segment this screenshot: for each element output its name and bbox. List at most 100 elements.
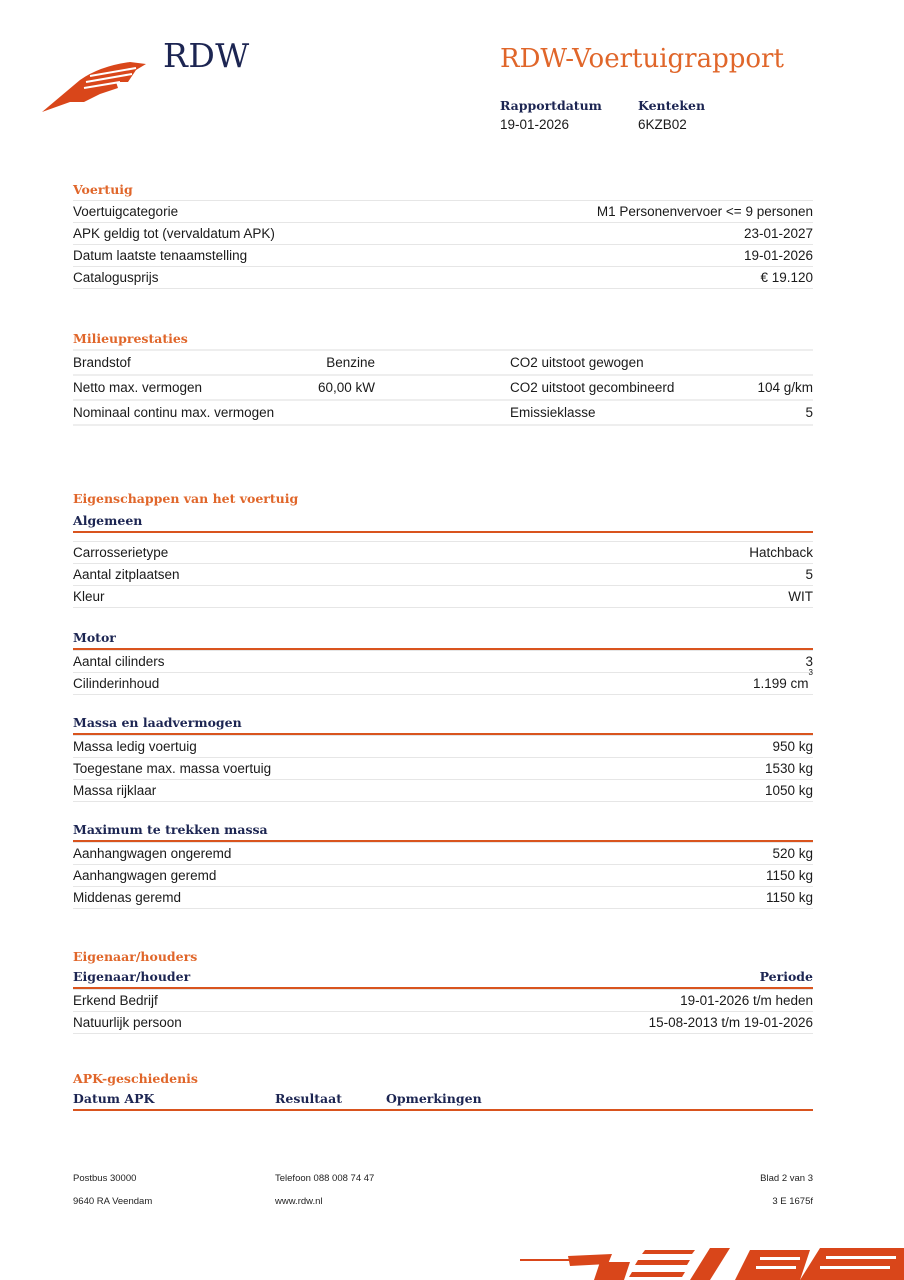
group-motor: Motor Aantal cilinders 3 Cilinderinhoud 1.19… [73,628,813,695]
section-title: Eigenschappen van het voertuig [73,491,299,506]
row-label: APK geldig tot (vervaldatum APK) [73,226,275,241]
row-label: Erkend Bedrijf [73,993,158,1008]
footer-address2: 9640 RA Veendam [73,1196,153,1207]
row-label: Aantal zitplaatsen [73,567,180,582]
row-value: Benzine [326,355,375,370]
row-label-2: CO2 uitstoot gewogen [510,355,644,370]
row-value: 1050 kg [764,783,813,798]
row-label: Brandstof [73,355,131,370]
group-title: Maximum te trekken massa [73,820,813,842]
rdw-logo-icon [42,62,146,112]
section-voertuig: Voertuig Voertuigcategorie M1 Personenver… [73,180,813,289]
apk-table-header: Datum APK Resultaat Opmerkingen [73,1089,813,1111]
group-trekken: Maximum te trekken massa Aanhangwagen ong… [73,820,813,909]
table-row: Nominaal continu max. vermogen Emissiekla… [73,399,813,426]
row-label: Kleur [73,589,105,604]
row-label: Natuurlijk persoon [73,1015,182,1030]
row-label: Aantal cilinders [73,654,165,669]
section-milieuprestaties: Milieuprestaties Brandstof Benzine CO2 uit… [73,329,813,426]
row-value-2: 104 g/km [757,380,813,395]
row-label: Massa ledig voertuig [73,739,197,754]
voertuig-table: Voertuigcategorie M1 Personenvervoer <= 9… [73,200,813,289]
row-value: 950 kg [772,739,813,754]
group-algemeen: Algemeen Carrosserietype Hatchback Aantal z… [73,511,813,608]
plate-label: Kenteken [638,98,706,113]
row-label-2: Emissieklasse [510,405,596,420]
group-table: Aanhangwagen ongeremd 520 kg Aanhangwagen … [73,842,813,909]
row-value: M1 Personenvervoer <= 9 personen [596,204,813,219]
group-title: Motor [73,628,813,650]
report-date: 19-01-2026 [500,117,570,132]
section-title: APK-geschiedenis [73,1071,198,1086]
table-row: Toegestane max. massa voertuig 1530 kg [73,757,813,779]
table-row: Kleur WIT [73,585,813,608]
unit-superscript: 3 [808,668,813,677]
table-row: Aantal zitplaatsen 5 [73,563,813,585]
group-massa: Massa en laadvermogen Massa ledig voertui… [73,713,813,802]
footer-page: Blad 2 van 3 [760,1173,813,1184]
section-eigenschappen: Eigenschappen van het voertuig [73,489,813,509]
table-row: Erkend Bedrijf 19-01-2026 t/m heden [73,989,813,1011]
row-label: Voertuigcategorie [73,204,179,219]
footer-phone: Telefoon 088 008 74 47 [275,1173,375,1184]
row-value: € 19.120 [760,270,813,285]
plate-number: 6KZB02 [638,117,687,132]
table-row: Voertuigcategorie M1 Personenvervoer <= 9… [73,200,813,222]
col-resultaat: Resultaat [275,1091,342,1106]
row-value: WIT [788,589,813,604]
row-value: 1150 kg [765,868,813,883]
row-label: Aanhangwagen ongeremd [73,846,232,861]
row-value: 15-08-2013 t/m 19-01-2026 [648,1015,813,1030]
row-value: 1530 kg [764,761,813,776]
table-row: Aantal cilinders 3 [73,650,813,672]
table-row: Cilinderinhoud 1.199 cm 3 [73,668,813,695]
owner-table: Erkend Bedrijf 19-01-2026 t/m heden Natuur… [73,989,813,1034]
milieu-table: Brandstof Benzine CO2 uitstoot gewogen Nett… [73,349,813,426]
table-row: APK geldig tot (vervaldatum APK) 23-01-20… [73,222,813,244]
report-date-block: Rapportdatum 19-01-2026 [500,98,602,132]
col-datum: Datum APK [73,1091,155,1106]
row-value-2: 5 [805,405,813,420]
table-row: Carrosserietype Hatchback [73,541,813,563]
group-table: Aantal cilinders 3 Cilinderinhoud 1.199 cm 3 [73,650,813,695]
logo-text: RDW [163,36,250,75]
table-row: Catalogusprijs € 19.120 [73,266,813,289]
footer-address1: Postbus 30000 [73,1173,137,1184]
row-value: 3 [805,654,813,669]
table-row: Middenas geremd 1150 kg [73,886,813,909]
row-value: 60,00 kW [317,380,375,395]
footer-stripes-graphic-icon [520,1248,904,1280]
group-table: Carrosserietype Hatchback Aantal zitplaats… [73,541,813,608]
section-eigenaren: Eigenaar/houders Eigenaar/houder Periode… [73,947,813,1034]
col-period: Periode [759,969,813,984]
row-label: Cilinderinhoud [73,676,160,691]
section-title: Voertuig [73,182,133,197]
table-row: Massa rijklaar 1050 kg [73,779,813,802]
row-label: Netto max. vermogen [73,380,203,395]
row-value: 19-01-2026 [743,248,813,263]
row-value: 1.199 cm [753,676,809,691]
group-title: Algemeen [73,511,813,533]
group-title: Massa en laadvermogen [73,713,813,735]
row-label-2: CO2 uitstoot gecombineerd [510,380,675,395]
report-date-label: Rapportdatum [500,98,602,113]
row-label: Middenas geremd [73,890,182,905]
row-label: Toegestane max. massa voertuig [73,761,272,776]
plate-block: Kenteken 6KZB02 [638,98,705,132]
footer-code: 3 E 1675f [772,1196,813,1207]
table-row: Brandstof Benzine CO2 uitstoot gewogen [73,349,813,374]
table-row: Natuurlijk persoon 15-08-2013 t/m 19-01-2… [73,1011,813,1034]
section-title: Eigenaar/houders [73,949,198,964]
row-value: Hatchback [749,545,813,560]
row-value: 23-01-2027 [743,226,813,241]
row-label: Catalogusprijs [73,270,159,285]
group-table: Massa ledig voertuig 950 kg Toegestane max… [73,735,813,802]
owner-table-header: Eigenaar/houder Periode [73,967,813,989]
footer-website[interactable]: www.rdw.nl [275,1196,323,1207]
row-value: 1150 kg [765,890,813,905]
table-row: Aanhangwagen geremd 1150 kg [73,864,813,886]
row-label: Nominaal continu max. vermogen [73,405,275,420]
table-row: Datum laatste tenaamstelling 19-01-2026 [73,244,813,266]
row-value: 520 kg [772,846,813,861]
row-value: 19-01-2026 t/m heden [680,993,813,1008]
